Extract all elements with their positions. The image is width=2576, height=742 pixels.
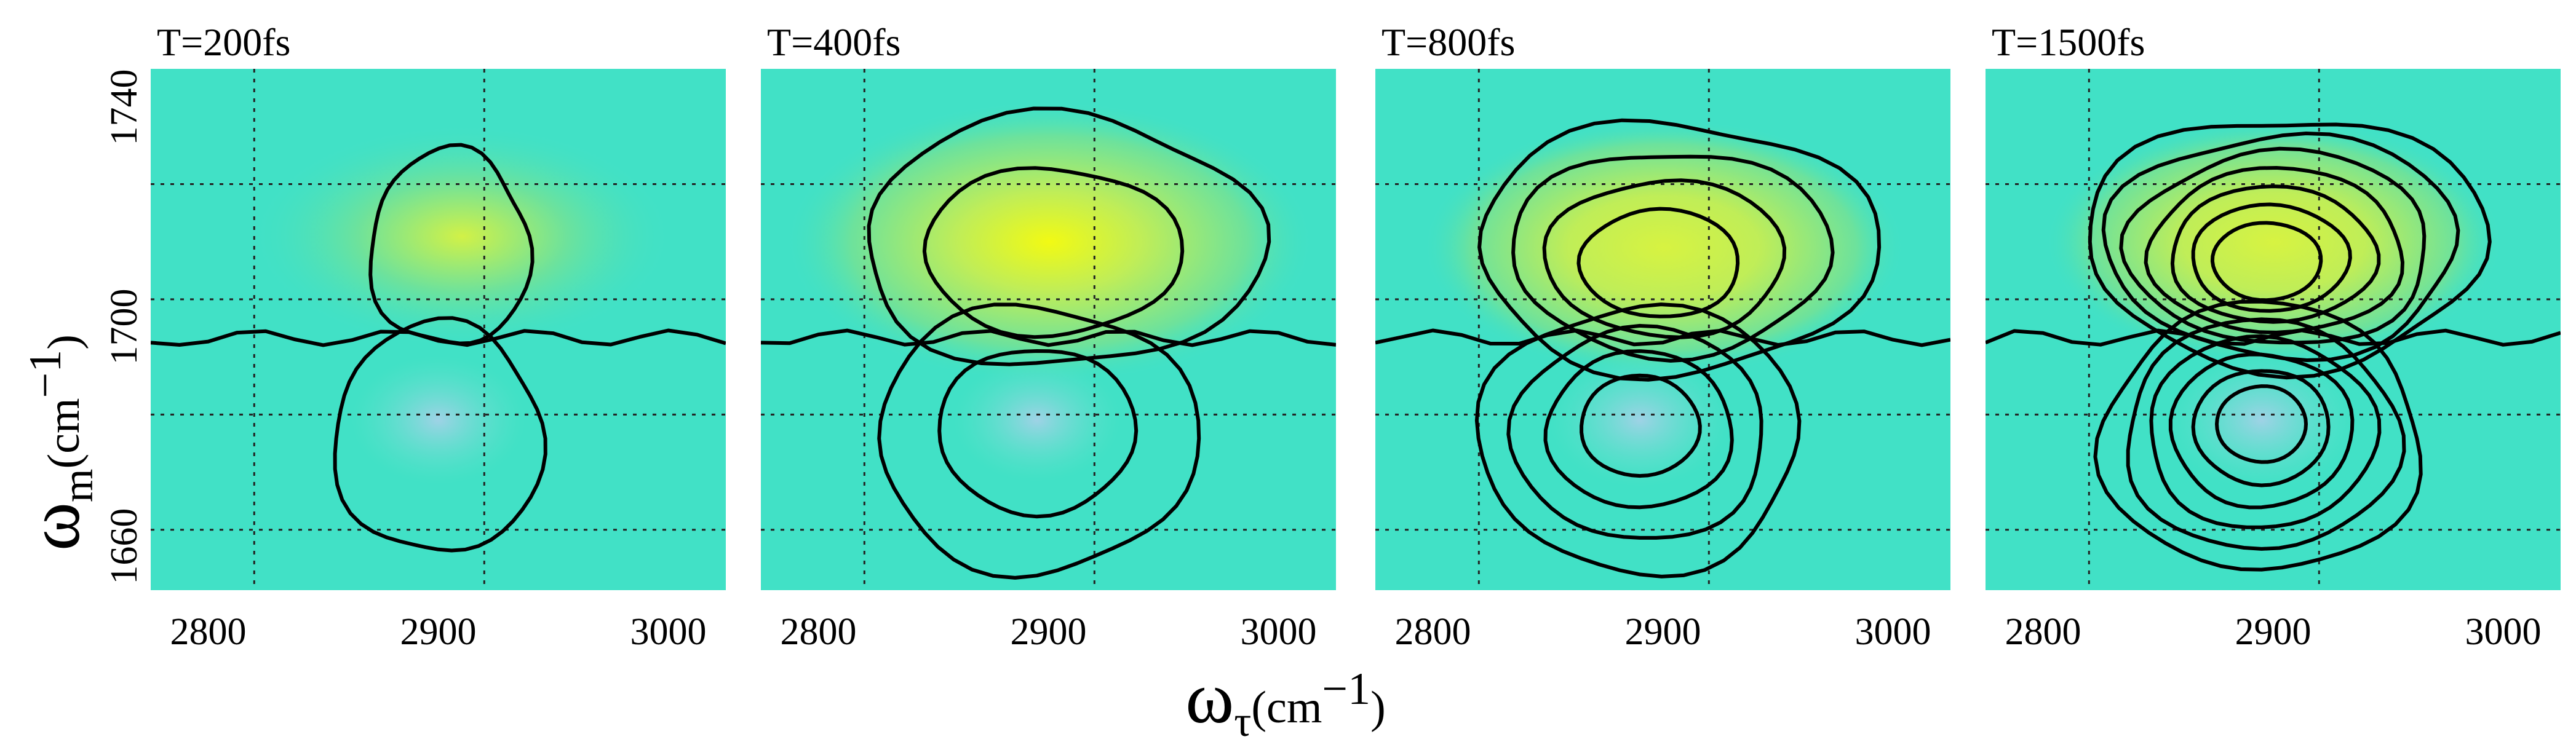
panel-1: 2800 2900 3000 T=200fs 1740 1700 1660 <box>103 20 726 653</box>
negative-contour <box>877 302 1201 580</box>
x-tick-label: 2900 <box>400 611 477 653</box>
y-axis-unit-close: ) <box>39 334 89 350</box>
x-tick-label: 2800 <box>781 611 857 653</box>
x-tick-label: 2800 <box>170 611 247 653</box>
negative-contour <box>2168 352 2355 510</box>
negative-peak-heat-2 <box>953 358 1120 482</box>
x-axis-symbol: ω <box>1185 657 1234 738</box>
negative-contour <box>937 349 1139 519</box>
y-axis-label: ωm(cm−1) <box>13 334 102 551</box>
panel-body-4 <box>1986 69 2561 590</box>
negative-contour <box>1543 349 1734 510</box>
x-tick-label: 2800 <box>2005 611 2081 653</box>
x-tick-label: 2900 <box>1625 611 1701 653</box>
negative-contour <box>2093 299 2423 572</box>
panel-2: 2800 2900 3000 T=400fs <box>761 20 1336 653</box>
x-axis-unit-exponent: −1 <box>1322 664 1370 714</box>
negative-contour <box>2149 334 2382 529</box>
positive-contour <box>2210 221 2323 302</box>
negative-contour <box>1580 373 1702 478</box>
x-axis-subscript: τ <box>1234 698 1251 742</box>
x-axis-label: ωτ(cm−1) <box>1185 657 1386 742</box>
panel-title-4: T=1500fs <box>1992 20 2145 64</box>
x-tick-label: 3000 <box>2465 611 2542 653</box>
zero-contour-3 <box>1375 328 1950 347</box>
positive-contour <box>2144 166 2404 334</box>
negative-contour <box>2191 369 2331 487</box>
zero-contour-2 <box>761 328 1336 347</box>
negative-contour <box>1506 323 1763 540</box>
x-tick-label: 3000 <box>630 611 707 653</box>
x-tick-label: 2900 <box>2235 611 2312 653</box>
positive-contour <box>2101 132 2460 362</box>
positive-peak-heat-2 <box>784 100 1314 384</box>
panel-title-2: T=400fs <box>767 20 900 64</box>
panel-body-1 <box>151 69 726 590</box>
negative-contour <box>333 316 547 553</box>
negative-peak-heat-1 <box>351 356 525 484</box>
panels-group: 2800 2900 3000 T=200fs 1740 1700 1660 2800 2900 3… <box>103 20 2561 653</box>
panel-4: 2800 2900 3000 T=1500fs <box>1986 20 2561 653</box>
y-axis-unit: (cm <box>39 398 89 468</box>
negative-contour <box>2126 317 2406 551</box>
y-axis-symbol: ω <box>13 502 95 551</box>
y-tick-label: 1700 <box>103 289 145 365</box>
positive-peak-heat-4 <box>2045 119 2503 365</box>
y-axis-subscript: m <box>55 469 102 502</box>
positive-contour <box>2119 146 2427 345</box>
positive-contour <box>2191 202 2352 313</box>
positive-contour <box>1542 178 1787 339</box>
positive-contour <box>2088 122 2492 380</box>
panel-body-2 <box>761 69 1336 590</box>
positive-peak-heat-1 <box>251 123 674 349</box>
panel-title-3: T=800fs <box>1381 20 1515 64</box>
positive-contour <box>922 166 1185 339</box>
negative-peak-heat-3 <box>1549 353 1731 487</box>
y-tick-label: 1660 <box>103 508 145 585</box>
x-axis-unit: (cm <box>1251 682 1322 733</box>
x-tick-label: 2800 <box>1395 611 1471 653</box>
x-tick-label: 3000 <box>1855 611 1931 653</box>
panel-title-1: T=200fs <box>157 20 290 64</box>
x-axis-unit-close: ) <box>1370 682 1386 733</box>
positive-contour <box>1477 118 1882 382</box>
x-tick-label: 2900 <box>1011 611 1087 653</box>
x-tick-label: 3000 <box>1241 611 1317 653</box>
y-tick-label: 1740 <box>103 69 145 146</box>
negative-contour <box>2215 384 2308 464</box>
y-axis-unit-exponent: −1 <box>20 350 71 398</box>
panel-body-3 <box>1375 69 1950 590</box>
panel-3: 2800 2900 3000 T=800fs <box>1375 20 1950 653</box>
negative-contour <box>1474 302 1802 578</box>
